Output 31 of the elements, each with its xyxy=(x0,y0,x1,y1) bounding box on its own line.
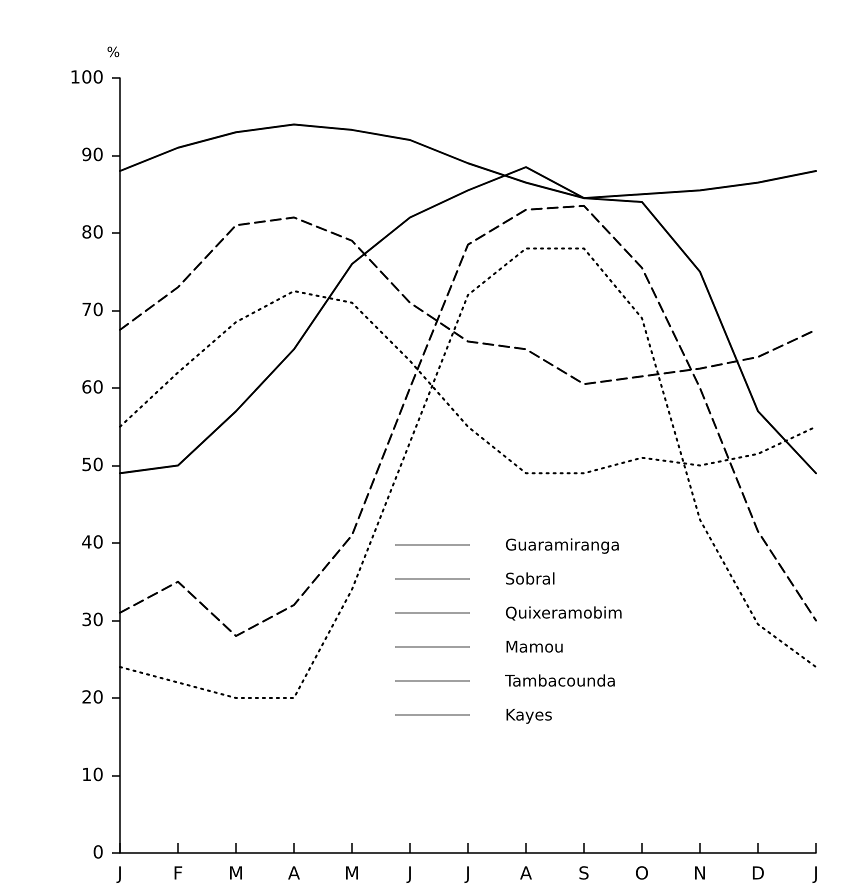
x-tick-label: A xyxy=(520,864,533,884)
x-tick-label: J xyxy=(406,864,413,884)
y-tick-label: 100 xyxy=(70,68,104,88)
x-tick-label: J xyxy=(464,864,471,884)
y-tick-label: 50 xyxy=(81,455,104,476)
legend-label: Mamou xyxy=(505,638,564,656)
x-tick-label: D xyxy=(751,864,765,884)
y-tick-label: 60 xyxy=(81,378,104,398)
y-tick-label: 70 xyxy=(81,300,104,321)
legend-label: Kayes xyxy=(505,706,553,724)
x-tick-label: J xyxy=(116,864,123,884)
x-tick-label: J xyxy=(812,864,819,884)
y-tick-label: 80 xyxy=(81,222,104,244)
x-tick-label: O xyxy=(634,864,650,884)
legend-label: Tambacounda xyxy=(504,672,616,690)
y-tick-label: 30 xyxy=(81,610,104,631)
y-axis-title: % xyxy=(106,45,120,61)
legend-label: Sobral xyxy=(505,570,556,588)
y-tick-label: 0 xyxy=(92,842,104,864)
x-tick-label: M xyxy=(228,864,244,884)
y-tick-label: 20 xyxy=(81,688,104,708)
x-tick-label: F xyxy=(172,864,184,884)
x-tick-label: N xyxy=(693,864,707,884)
legend-label: Quixeramobim xyxy=(505,604,623,622)
y-tick-label: 90 xyxy=(81,145,104,166)
legend-label: Guaramiranga xyxy=(505,536,620,554)
y-tick-label: 40 xyxy=(81,532,104,554)
x-tick-label: S xyxy=(578,864,590,884)
y-tick-label: 10 xyxy=(81,765,104,786)
x-tick-label: M xyxy=(344,864,360,884)
x-tick-label: A xyxy=(288,864,301,884)
